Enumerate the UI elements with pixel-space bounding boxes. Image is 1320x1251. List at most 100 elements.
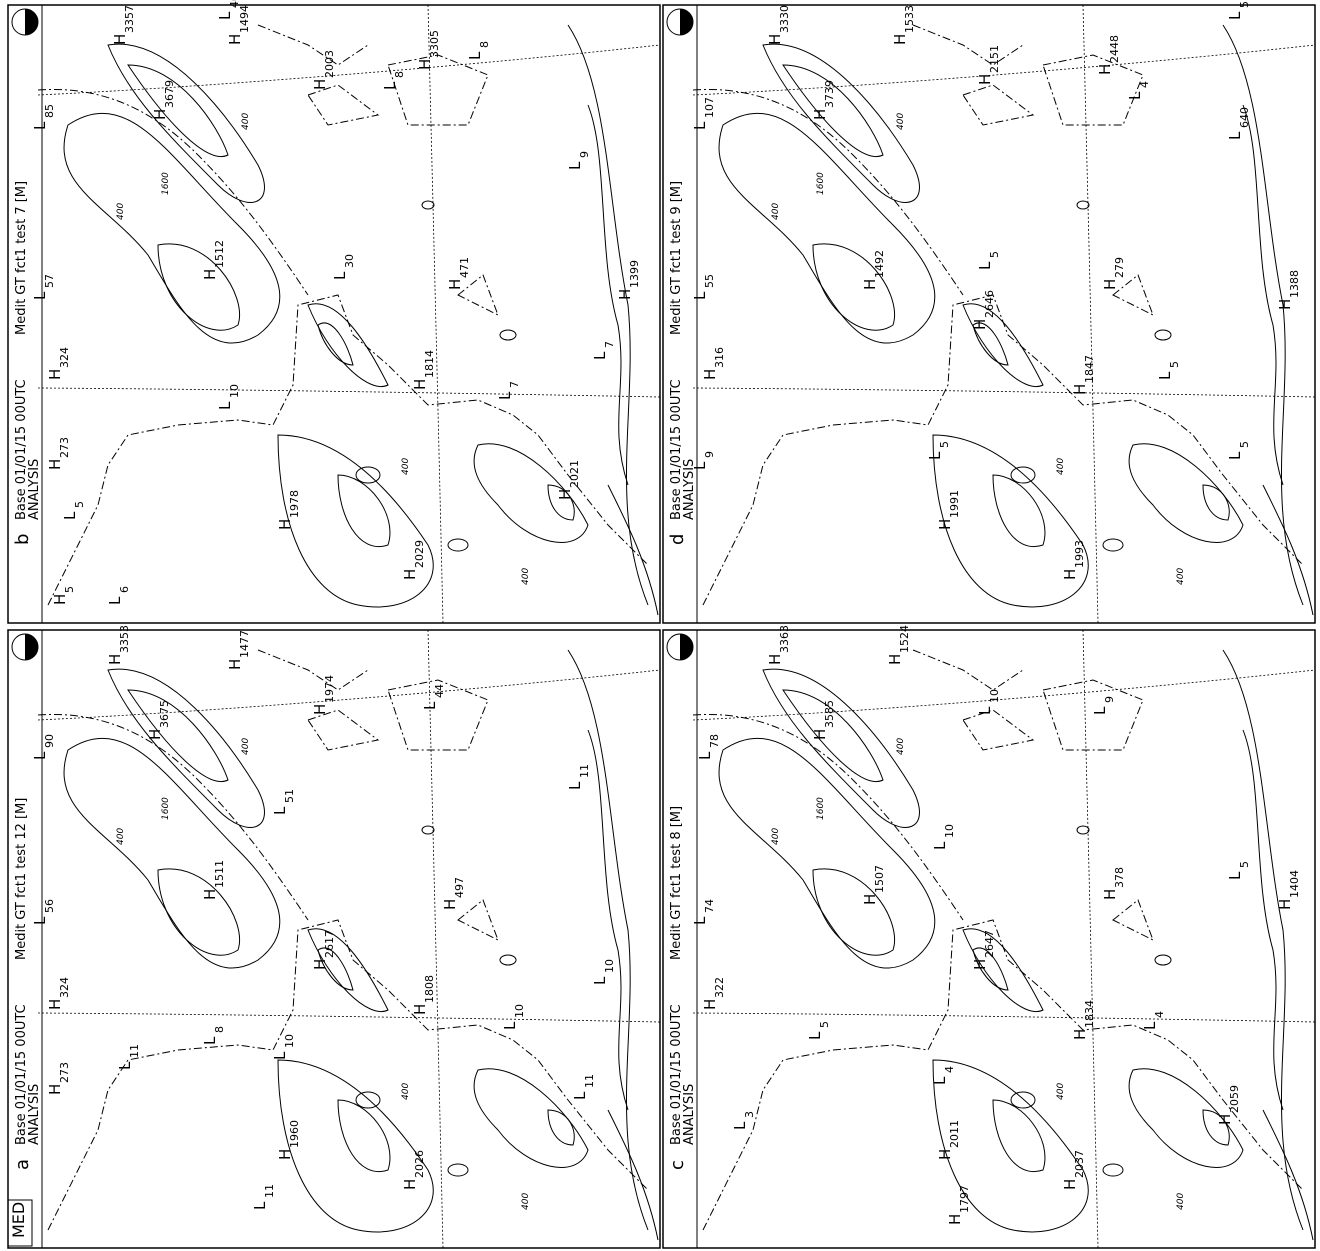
extremum-value: 51 (283, 789, 296, 803)
extremum-kind: H (1061, 1179, 1079, 1190)
extremum-value: 5 (1168, 361, 1181, 368)
extremum-kind: H (976, 74, 994, 85)
extremum-kind: L (731, 1121, 749, 1130)
extremum-value: 497 (453, 877, 466, 898)
extremum-kind: H (886, 654, 904, 665)
extremum-value: 11 (263, 1184, 276, 1198)
extremum-kind: H (311, 79, 329, 90)
extremum-value: 10 (283, 1034, 296, 1048)
extremum-kind: H (971, 319, 989, 330)
extremum-value: 3305 (428, 30, 441, 58)
extremum-value: 1834 (1083, 1000, 1096, 1028)
extremum-kind: L (61, 511, 79, 520)
extremum-kind: L (216, 401, 234, 410)
daylight-icon (680, 9, 693, 35)
extremum-kind: L (691, 916, 709, 925)
extremum-kind: L (1141, 1021, 1159, 1030)
extremum-value: 3 (743, 1111, 756, 1118)
extremum-kind: H (1276, 899, 1294, 910)
extremum-kind: L (466, 51, 484, 60)
extremum-kind: H (971, 959, 989, 970)
extremum-kind: L (806, 1031, 824, 1040)
extremum-kind: L (31, 751, 49, 760)
contour-label: 1600 (161, 172, 171, 195)
extremum-value: 107 (703, 97, 716, 118)
extremum-kind: H (51, 594, 69, 605)
extremum-value: 30 (343, 254, 356, 268)
extremum-kind: H (701, 369, 719, 380)
extremum-kind: H (46, 999, 64, 1010)
extremum-value: 273 (58, 1062, 71, 1083)
contour-label: 400 (116, 203, 126, 220)
extremum-kind: H (811, 729, 829, 740)
extremum-value: 2037 (1073, 1150, 1086, 1178)
extremum-value: 55 (703, 274, 716, 288)
extremum-kind: H (1101, 889, 1119, 900)
extremum-value: 10 (228, 384, 241, 398)
contour-label: 400 (1176, 568, 1186, 585)
contour-map (38, 630, 660, 1248)
extremum-value: 3353 (118, 625, 131, 653)
extremum-kind: L (1156, 371, 1174, 380)
extremum-value: 2646 (983, 290, 996, 318)
extremum-kind: L (1126, 91, 1144, 100)
extremum-value: 2647 (983, 930, 996, 958)
contour-label: 1600 (161, 797, 171, 820)
extremum-kind: L (421, 701, 439, 710)
extremum-value: 3675 (158, 700, 171, 728)
panel-title: Medit GT fct1 test 9 [M] (669, 181, 684, 335)
extremum-kind: L (566, 781, 584, 790)
extremum-kind: L (571, 1091, 589, 1100)
extremum-value: 8 (213, 1026, 226, 1033)
map-panel: cBase 01/01/15 00UTCANALYSISMedit GT fct… (663, 625, 1315, 1248)
extremum-value: 2026 (413, 1150, 426, 1178)
extremum-value: 378 (1113, 867, 1126, 888)
extremum-value: 8 (393, 71, 406, 78)
extremum-value: 1399 (628, 260, 641, 288)
extremum-kind: H (151, 109, 169, 120)
extremum-value: 5 (63, 586, 76, 593)
extremum-value: 2617 (323, 930, 336, 958)
extremum-kind: H (201, 889, 219, 900)
extremum-value: 3363 (778, 625, 791, 653)
extremum-kind: L (976, 261, 994, 270)
contour-label: 400 (241, 738, 251, 755)
extremum-kind: H (441, 899, 459, 910)
extremum-value: 5 (1238, 441, 1251, 448)
extremum-kind: H (311, 704, 329, 715)
extremum-value: 5 (818, 1021, 831, 1028)
extremum-value: 471 (458, 257, 471, 278)
extremum-kind: L (381, 81, 399, 90)
extremum-kind: H (1071, 384, 1089, 395)
contour-label: 400 (896, 738, 906, 755)
extremum-kind: L (106, 596, 124, 605)
extremum-value: 11 (128, 1044, 141, 1058)
extremum-value: 9 (578, 151, 591, 158)
contour-label: 400 (1056, 458, 1066, 475)
map-panel: dBase 01/01/15 00UTCANALYSISMedit GT fct… (663, 1, 1315, 623)
extremum-value: 5 (988, 251, 1001, 258)
extremum-value: 7 (603, 341, 616, 348)
extremum-kind: L (1091, 706, 1109, 715)
extremum-kind: L (31, 291, 49, 300)
extremum-kind: H (276, 1149, 294, 1160)
extremum-kind: H (106, 654, 124, 665)
extremum-kind: L (976, 706, 994, 715)
extremum-value: 1991 (948, 490, 961, 518)
extremum-value: 1978 (288, 490, 301, 518)
extremum-kind: H (46, 459, 64, 470)
extremum-kind: L (216, 11, 234, 20)
extremum-kind: H (1061, 569, 1079, 580)
extremum-kind: L (271, 806, 289, 815)
extremum-kind: L (931, 841, 949, 850)
daylight-icon (25, 634, 38, 660)
extremum-value: 2448 (1108, 35, 1121, 63)
extremum-value: 90 (43, 734, 56, 748)
extremum-value: 5 (938, 441, 951, 448)
extremum-kind: L (201, 1036, 219, 1045)
extremum-value: 1533 (903, 5, 916, 33)
extremum-kind: L (691, 291, 709, 300)
extremum-kind: H (891, 34, 909, 45)
extremum-kind: H (861, 279, 879, 290)
